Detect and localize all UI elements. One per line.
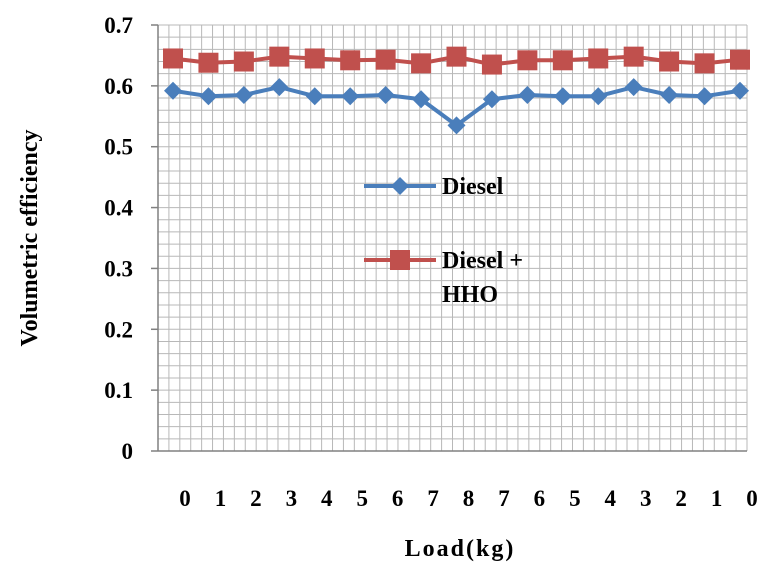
series-point-diesel <box>731 81 749 100</box>
series-point-diesel-hho <box>375 49 396 70</box>
x-tick-label: 4 <box>605 486 617 511</box>
x-tick-label: 5 <box>569 486 581 511</box>
series-point-diesel <box>341 87 360 106</box>
series-point-diesel-hho <box>694 53 715 74</box>
series-point-diesel-hho <box>269 46 290 67</box>
y-tick-label: 0.5 <box>104 135 133 160</box>
y-axis-title: Volumetric efficiency <box>17 129 43 346</box>
x-tick-label: 3 <box>286 486 298 511</box>
x-tick-label: 0 <box>746 486 758 511</box>
legend-hho-label-line2: HHO <box>442 282 498 308</box>
series-point-diesel-hho <box>304 48 325 69</box>
series-point-diesel-hho <box>411 53 432 74</box>
legend-hho-label-line1: Diesel + <box>442 248 523 274</box>
x-tick-label: 3 <box>640 486 652 511</box>
series-point-diesel <box>305 87 324 106</box>
series-point-diesel <box>553 87 572 106</box>
series-point-diesel <box>270 78 289 97</box>
series-point-diesel-hho <box>623 46 644 67</box>
x-tick-label: 8 <box>463 486 475 511</box>
x-tick-label: 6 <box>534 486 546 511</box>
series-point-diesel <box>412 90 431 109</box>
series-point-diesel <box>234 85 253 104</box>
x-tick-label: 6 <box>392 486 404 511</box>
series-point-diesel-hho <box>552 50 573 71</box>
x-tick-label: 1 <box>711 486 723 511</box>
x-tick-label: 0 <box>179 486 191 511</box>
y-tick-label: 0.4 <box>104 196 133 221</box>
series-point-diesel <box>624 78 643 97</box>
y-tick-label: 0.3 <box>104 256 133 281</box>
series-point-diesel <box>164 81 182 100</box>
series-point-diesel-hho <box>588 48 609 69</box>
x-tick-label: 5 <box>356 486 368 511</box>
series-point-diesel <box>660 85 679 104</box>
series-point-diesel <box>199 87 218 106</box>
series-point-diesel-hho <box>233 51 254 72</box>
x-tick-label: 7 <box>498 486 510 511</box>
grid-lines <box>157 24 748 452</box>
y-tick-label: 0.1 <box>104 378 133 403</box>
series-point-diesel-hho <box>659 51 680 72</box>
y-tick-label: 0 <box>122 439 134 464</box>
y-tick-label: 0.6 <box>104 74 133 99</box>
series-point-diesel-hho <box>481 54 502 75</box>
series-point-diesel <box>518 85 537 104</box>
series-point-diesel <box>376 85 395 104</box>
x-axis-title: Load(kg) <box>405 536 516 562</box>
series-layer <box>163 46 750 135</box>
series-point-diesel <box>695 87 714 106</box>
x-tick-label: 4 <box>321 486 333 511</box>
x-tick-label: 7 <box>427 486 439 511</box>
legend-diesel-label: Diesel <box>442 174 504 200</box>
x-tick-label: 2 <box>250 486 262 511</box>
y-axis-ticks: 0 0.1 0.2 0.3 0.4 0.5 0.6 0.7 <box>104 13 158 464</box>
series-point-diesel-hho <box>446 46 467 67</box>
series-point-diesel-hho <box>198 52 219 73</box>
x-tick-label: 1 <box>215 486 227 511</box>
series-point-diesel <box>447 116 466 135</box>
y-tick-label: 0.2 <box>104 317 133 342</box>
series-point-diesel-hho <box>163 48 183 69</box>
y-tick-label: 0.7 <box>104 13 133 38</box>
series-point-diesel-hho <box>340 50 361 71</box>
series-point-diesel-hho <box>517 50 538 71</box>
series-point-diesel-hho <box>730 49 750 70</box>
series-point-diesel <box>482 90 501 109</box>
legend: Diesel Diesel + HHO <box>364 174 523 308</box>
x-tick-label: 2 <box>675 486 687 511</box>
legend-hho-marker <box>390 250 410 270</box>
legend-diesel-marker <box>391 177 409 195</box>
series-point-diesel <box>589 87 608 106</box>
